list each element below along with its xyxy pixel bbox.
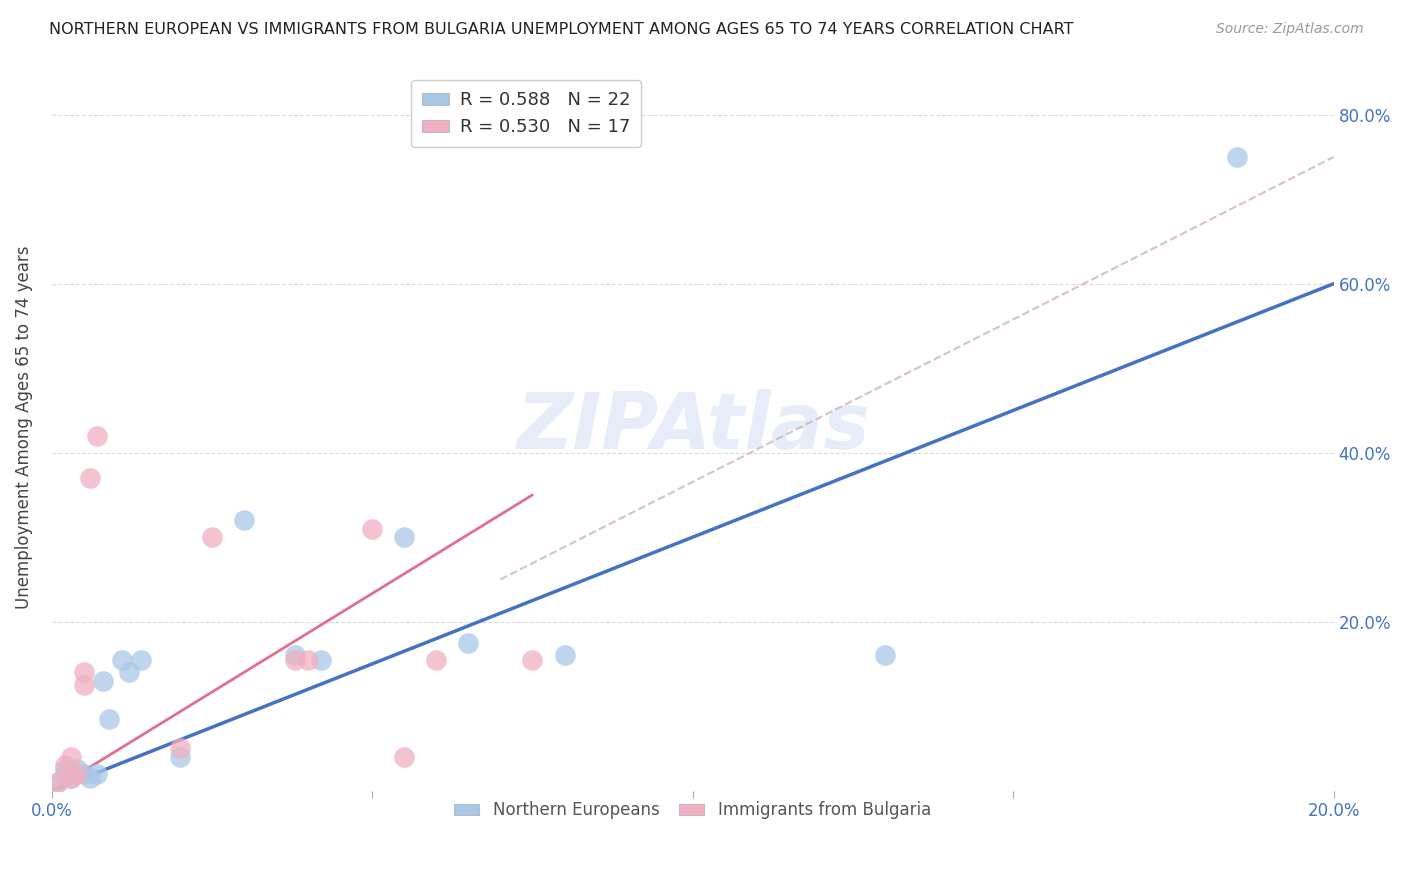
Legend: Northern Europeans, Immigrants from Bulgaria: Northern Europeans, Immigrants from Bulg… — [447, 795, 938, 826]
Point — [73, 766, 96, 780]
Point — [1226, 150, 1249, 164]
Point — [73, 678, 96, 692]
Y-axis label: Unemployment Among Ages 65 to 74 years: Unemployment Among Ages 65 to 74 years — [15, 245, 32, 609]
Point — [201, 530, 224, 544]
Point — [118, 665, 141, 680]
Point — [86, 429, 108, 443]
Text: Source: ZipAtlas.com: Source: ZipAtlas.com — [1216, 22, 1364, 37]
Point — [53, 766, 76, 780]
Point — [297, 653, 319, 667]
Point — [394, 749, 416, 764]
Point — [53, 758, 76, 772]
Point — [425, 653, 447, 667]
Point — [111, 653, 134, 667]
Point — [73, 665, 96, 680]
Point — [284, 648, 307, 663]
Point — [457, 636, 479, 650]
Point — [873, 648, 896, 663]
Point — [86, 766, 108, 780]
Point — [79, 771, 101, 785]
Point — [169, 741, 191, 756]
Point — [553, 648, 575, 663]
Point — [233, 513, 256, 527]
Point — [394, 530, 416, 544]
Point — [91, 673, 114, 688]
Point — [522, 653, 544, 667]
Point — [309, 653, 332, 667]
Point — [66, 763, 89, 777]
Point — [59, 771, 82, 785]
Point — [131, 653, 153, 667]
Point — [59, 749, 82, 764]
Point — [46, 775, 69, 789]
Point — [46, 775, 69, 789]
Point — [59, 771, 82, 785]
Point — [79, 471, 101, 485]
Point — [66, 766, 89, 780]
Text: ZIPAtlas: ZIPAtlas — [516, 389, 869, 466]
Point — [361, 522, 384, 536]
Point — [284, 653, 307, 667]
Point — [53, 763, 76, 777]
Text: NORTHERN EUROPEAN VS IMMIGRANTS FROM BULGARIA UNEMPLOYMENT AMONG AGES 65 TO 74 Y: NORTHERN EUROPEAN VS IMMIGRANTS FROM BUL… — [49, 22, 1074, 37]
Point — [169, 749, 191, 764]
Point — [98, 712, 121, 726]
